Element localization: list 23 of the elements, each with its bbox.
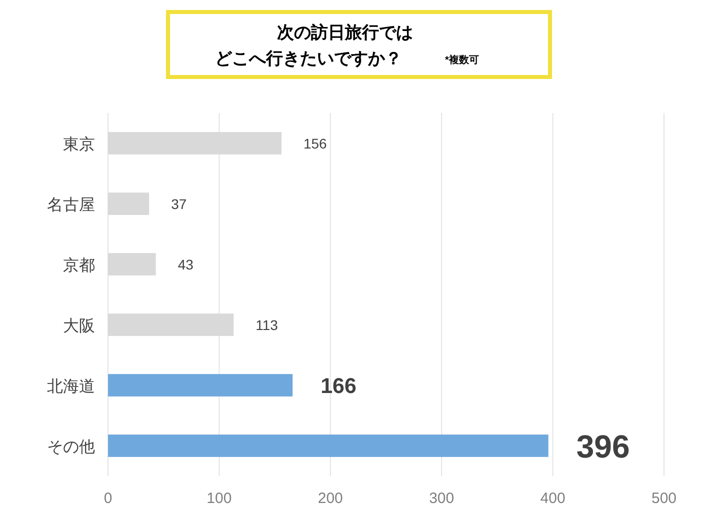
data-label: 166 — [320, 374, 357, 398]
y-tick-label: 東京 — [63, 135, 95, 154]
data-label: 37 — [171, 196, 187, 212]
y-tick-label: 京都 — [63, 256, 95, 274]
chart-subtitle: どこへ行きたいですか？ — [215, 49, 402, 68]
text: *複数可 — [445, 54, 479, 66]
x-tick-label: 400 — [540, 490, 566, 507]
x-tick-label: 500 — [651, 490, 677, 507]
chart-title: 次の訪日旅行では — [277, 23, 413, 42]
x-tick-label: 300 — [429, 490, 454, 507]
data-label: 113 — [256, 316, 278, 333]
data-label: 396 — [576, 428, 630, 464]
data-label: 43 — [178, 256, 194, 272]
bar — [108, 374, 293, 396]
x-tick-label: 100 — [206, 490, 232, 507]
y-tick-label: 名古屋 — [47, 196, 95, 214]
data-label: 156 — [303, 135, 328, 152]
y-tick-label: その他 — [47, 438, 95, 456]
x-tick-label: 200 — [318, 490, 343, 507]
x-tick-label: 0 — [104, 490, 112, 507]
bar — [108, 434, 548, 457]
y-tick-label: 大阪 — [63, 316, 95, 335]
y-tick-label: 北海道 — [47, 377, 95, 396]
